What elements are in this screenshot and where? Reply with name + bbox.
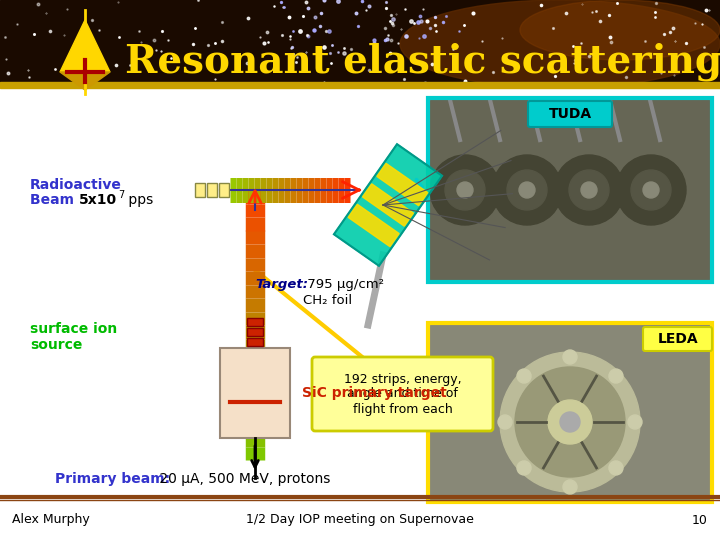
Circle shape [569, 170, 609, 210]
FancyBboxPatch shape [528, 101, 612, 127]
Bar [0, 88, 720, 540]
Polygon shape [334, 144, 442, 266]
Circle shape [609, 461, 623, 475]
Text: 795 μg/cm²: 795 μg/cm² [303, 278, 384, 291]
Circle shape [548, 400, 592, 444]
Text: 10: 10 [692, 514, 708, 526]
Circle shape [507, 170, 547, 210]
Circle shape [445, 170, 485, 210]
Text: Beam: Beam [30, 193, 79, 207]
Circle shape [554, 155, 624, 225]
Circle shape [616, 155, 686, 225]
Circle shape [631, 170, 671, 210]
Bar [428, 323, 712, 502]
Circle shape [560, 412, 580, 432]
Circle shape [563, 350, 577, 364]
Text: Alex Murphy: Alex Murphy [12, 514, 90, 526]
Polygon shape [60, 20, 110, 72]
Text: Target:: Target: [255, 278, 308, 291]
Bar [430, 325, 710, 500]
Bar [430, 100, 710, 280]
Circle shape [519, 182, 535, 198]
Text: 20 μA, 500 MeV, protons: 20 μA, 500 MeV, protons [155, 472, 330, 486]
Bar [195, 183, 205, 197]
Bar [247, 318, 263, 326]
Text: 7: 7 [118, 190, 125, 200]
Ellipse shape [400, 0, 720, 88]
Text: Resonant elastic scattering: Resonant elastic scattering [125, 43, 720, 81]
Circle shape [492, 155, 562, 225]
Text: 192 strips, energy,
angle and time of
flight from each: 192 strips, energy, angle and time of fl… [343, 373, 462, 415]
Bar [0, 82, 720, 88]
Circle shape [581, 182, 597, 198]
Circle shape [457, 182, 473, 198]
Text: 1/2 Day IOP meeting on Supernovae: 1/2 Day IOP meeting on Supernovae [246, 514, 474, 526]
Text: 5x10: 5x10 [79, 193, 117, 207]
Text: TUDA: TUDA [549, 107, 592, 121]
Polygon shape [348, 204, 399, 247]
Circle shape [517, 461, 531, 475]
Bar [220, 348, 290, 438]
Text: LEDA: LEDA [657, 332, 698, 346]
Text: CH₂ foil: CH₂ foil [303, 294, 352, 307]
Circle shape [643, 182, 659, 198]
Circle shape [430, 155, 500, 225]
Circle shape [498, 415, 512, 429]
Text: pps: pps [124, 193, 153, 207]
Polygon shape [377, 163, 428, 206]
Circle shape [563, 480, 577, 494]
Bar [247, 328, 263, 336]
Polygon shape [60, 72, 110, 90]
Bar [247, 338, 263, 346]
Ellipse shape [520, 0, 720, 60]
Text: SiC primary target: SiC primary target [302, 386, 446, 400]
FancyBboxPatch shape [643, 327, 712, 351]
Bar [0, 500, 720, 540]
Circle shape [609, 369, 623, 383]
Circle shape [500, 352, 640, 492]
Circle shape [515, 367, 625, 477]
Bar [0, 0, 720, 88]
Polygon shape [363, 184, 413, 226]
Bar [207, 183, 217, 197]
FancyBboxPatch shape [312, 357, 493, 431]
Bar [219, 183, 229, 197]
Text: surface ion
source: surface ion source [30, 322, 117, 352]
Text: Radioactive: Radioactive [30, 178, 122, 192]
Circle shape [517, 369, 531, 383]
Text: Primary beam:: Primary beam: [55, 472, 170, 486]
Circle shape [628, 415, 642, 429]
Bar [428, 98, 712, 282]
